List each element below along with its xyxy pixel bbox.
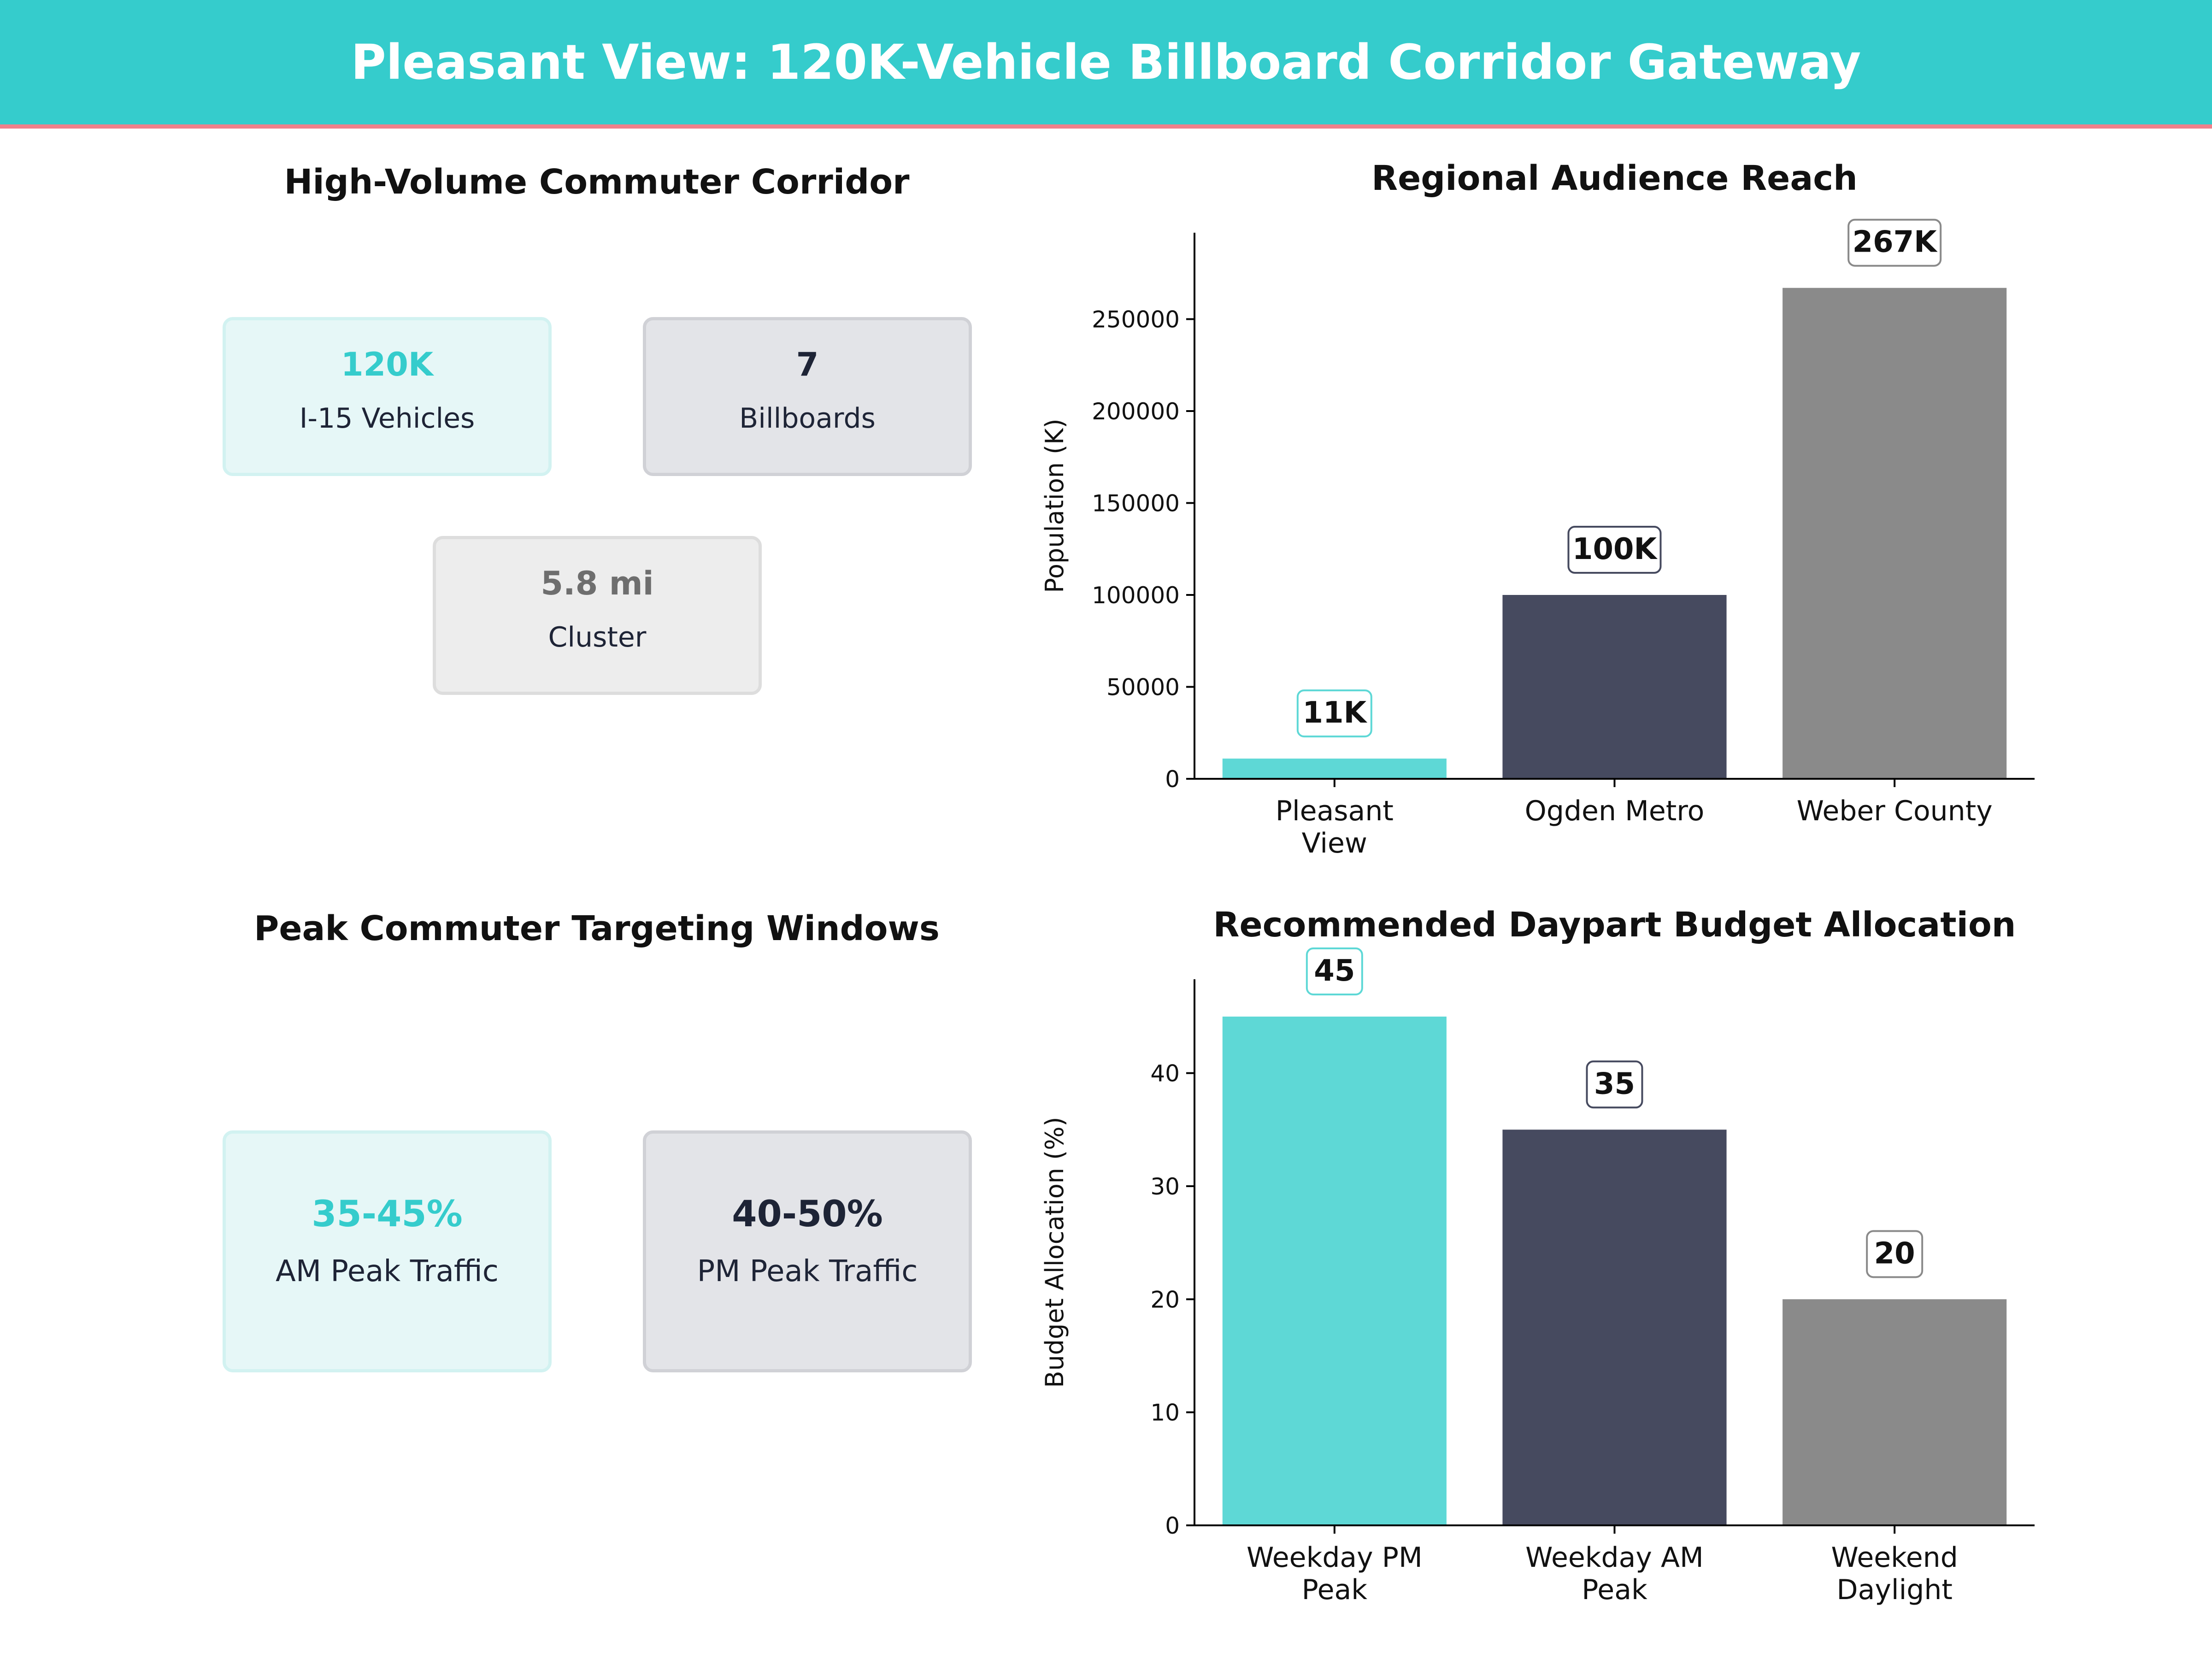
y-axis-label: Population (K) bbox=[1040, 418, 1069, 593]
pm-peak-label: PM Peak Traffic bbox=[697, 1254, 918, 1288]
y-tick-label: 200000 bbox=[1092, 398, 1180, 425]
chart-title: Recommended Daypart Budget Allocation bbox=[1213, 905, 2016, 945]
x-tick-label: View bbox=[1302, 827, 1367, 859]
budget-allocation-chart: Recommended Daypart Budget Allocation 0 10… bbox=[1040, 905, 2035, 1606]
pm-peak-value: 40-50% bbox=[732, 1194, 883, 1235]
data-label-box bbox=[1847, 218, 1942, 267]
y-tick-label: 250000 bbox=[1092, 306, 1180, 333]
billboards-label: Billboards bbox=[739, 402, 876, 435]
chart-title: Regional Audience Reach bbox=[1371, 159, 1858, 198]
data-label-box bbox=[1567, 526, 1662, 574]
page-title: Pleasant View: 120K-Vehicle Billboard Co… bbox=[351, 34, 1861, 90]
data-label: 45 bbox=[1314, 954, 1355, 988]
y-tick-label: 10 bbox=[1150, 1400, 1180, 1426]
bar-weber-county bbox=[1783, 288, 2007, 779]
data-label-box bbox=[1296, 689, 1372, 738]
x-tick-label: Weekday AM bbox=[1525, 1541, 1704, 1574]
y-tick-label: 0 bbox=[1165, 1512, 1180, 1539]
data-label: 20 bbox=[1874, 1236, 1915, 1271]
pm-peak-card: 40-50% PM Peak Traffic bbox=[643, 1130, 972, 1372]
bar-pleasant-view bbox=[1222, 759, 1447, 779]
y-tick-label: 0 bbox=[1165, 766, 1180, 793]
y-tick-label: 20 bbox=[1150, 1286, 1180, 1313]
am-peak-card: 35-45% AM Peak Traffic bbox=[223, 1130, 552, 1372]
y-tick-label: 50000 bbox=[1106, 674, 1180, 701]
cluster-label: Cluster bbox=[548, 621, 647, 653]
data-label: 11K bbox=[1303, 696, 1368, 730]
y-tick-label: 100000 bbox=[1092, 582, 1180, 609]
corridor-panel-title: High-Volume Commuter Corridor bbox=[284, 162, 910, 202]
x-tick-label: Pleasant bbox=[1276, 795, 1394, 827]
vehicles-label: I-15 Vehicles bbox=[299, 402, 475, 435]
bar-ogden-metro bbox=[1502, 595, 1727, 779]
x-tick-label: Daylight bbox=[1836, 1574, 1952, 1606]
x-tick-label: Weber County bbox=[1797, 795, 1993, 827]
x-tick-label: Weekday PM bbox=[1247, 1541, 1423, 1574]
data-label: 100K bbox=[1572, 532, 1658, 566]
windows-panel-title: Peak Commuter Targeting Windows bbox=[254, 909, 940, 948]
data-label-box bbox=[1306, 947, 1363, 995]
am-peak-label: AM Peak Traffic bbox=[276, 1254, 499, 1288]
bar-weekend-daylight bbox=[1783, 1299, 2007, 1525]
y-axis-label: Budget Allocation (%) bbox=[1040, 1117, 1069, 1388]
billboards-value: 7 bbox=[796, 346, 819, 383]
header-bar bbox=[0, 0, 2212, 129]
x-tick-label: Ogden Metro bbox=[1525, 795, 1705, 827]
y-tick-label: 40 bbox=[1150, 1060, 1180, 1087]
audience-reach-chart: Regional Audience Reach 0 50000 100000 15000… bbox=[1040, 159, 2035, 859]
am-peak-value: 35-45% bbox=[312, 1194, 463, 1235]
data-label: 267K bbox=[1853, 225, 1938, 259]
bar-weekday-am-peak bbox=[1502, 1130, 1727, 1525]
x-tick-label: Peak bbox=[1302, 1574, 1368, 1606]
data-label: 35 bbox=[1594, 1067, 1635, 1101]
x-tick-label: Weekend bbox=[1831, 1541, 1958, 1574]
data-label-box bbox=[1586, 1060, 1643, 1109]
y-tick-label: 30 bbox=[1150, 1173, 1180, 1200]
y-tick-label: 150000 bbox=[1092, 490, 1180, 517]
billboards-card: 7 Billboards bbox=[643, 317, 972, 476]
x-tick-label: Peak bbox=[1582, 1574, 1647, 1606]
bar-weekday-pm-peak bbox=[1222, 1016, 1447, 1525]
vehicles-value: 120K bbox=[341, 346, 434, 383]
cluster-value: 5.8 mi bbox=[541, 565, 654, 602]
vehicles-card: 120K I-15 Vehicles bbox=[223, 317, 552, 476]
data-label-box bbox=[1866, 1230, 1924, 1278]
cluster-card: 5.8 mi Cluster bbox=[433, 536, 762, 695]
